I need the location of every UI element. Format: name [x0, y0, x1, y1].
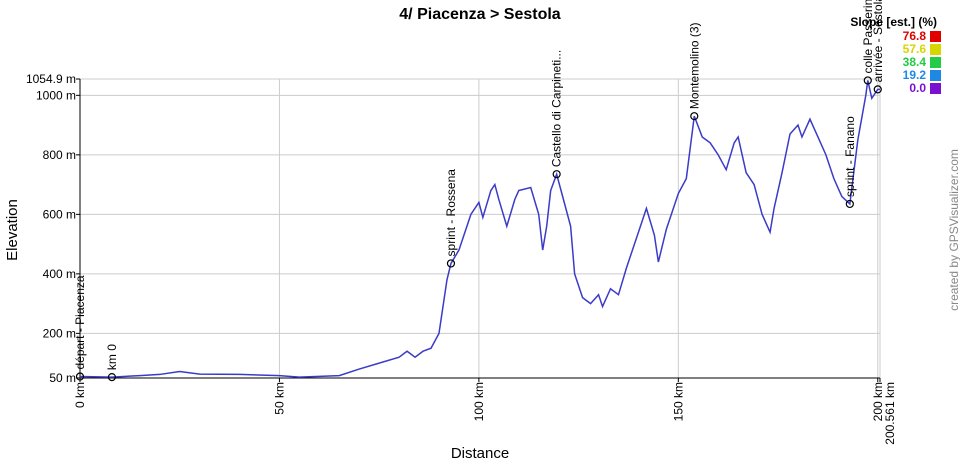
waypoint-label: Montemolino (3) [687, 22, 701, 109]
x-tick-label: 50 km [272, 382, 286, 415]
x-axis-label: Distance [451, 445, 509, 460]
y-tick-label: 600 m [43, 207, 76, 221]
y-tick-label: 1000 m [36, 88, 76, 102]
waypoint [863, 76, 872, 85]
legend-title: Slope [est.] (%) [850, 15, 937, 29]
x-tick-label: 150 km [671, 382, 685, 421]
waypoint [107, 373, 117, 382]
waypoint-label: colle Passerino [861, 0, 875, 73]
y-axis-label: Elevation [4, 199, 21, 261]
legend-label: 0.0 [909, 81, 926, 95]
legend-label: 76.8 [903, 29, 927, 43]
legend-swatch [930, 83, 941, 94]
x-tick-label: 0 km [73, 382, 87, 408]
waypoint [690, 112, 699, 121]
x-tick-label: 200 km [871, 382, 885, 421]
legend-swatch [930, 31, 941, 42]
waypoint-label: sprint - Fanano [843, 116, 857, 197]
legend-label: 19.2 [903, 68, 927, 82]
legend-label: 57.6 [903, 42, 927, 56]
waypoint [446, 259, 456, 268]
elevation-line [79, 80, 880, 378]
y-tick-label: 50 m [49, 371, 76, 385]
y-tick-label: 1054.9 m [26, 72, 76, 86]
waypoint-label: départ - Piacenza [73, 275, 87, 369]
waypoint [845, 199, 854, 209]
legend-swatch [930, 57, 941, 68]
waypoint-label: Castello di Carpineti... [550, 50, 564, 167]
waypoint [873, 85, 882, 94]
x-tick-label: 100 km [472, 382, 486, 421]
waypoint [552, 170, 561, 179]
waypoint [75, 372, 85, 381]
legend-swatch [930, 70, 941, 81]
waypoint-label: sprint - Rossena [444, 169, 458, 257]
y-tick-label: 800 m [43, 148, 76, 162]
y-tick-label: 200 m [43, 326, 76, 340]
legend-swatch [930, 44, 941, 55]
chart-title: 4/ Piacenza > Sestola [399, 6, 561, 23]
credit: created by GPSVisualizer.com [947, 149, 960, 311]
x-tick-label: 200.561 km [883, 382, 897, 445]
waypoint-label: km 0 [105, 344, 119, 370]
waypoint-label: arrivée - Sestola [871, 0, 885, 82]
legend-label: 38.4 [903, 55, 927, 69]
y-tick-label: 400 m [43, 267, 76, 281]
